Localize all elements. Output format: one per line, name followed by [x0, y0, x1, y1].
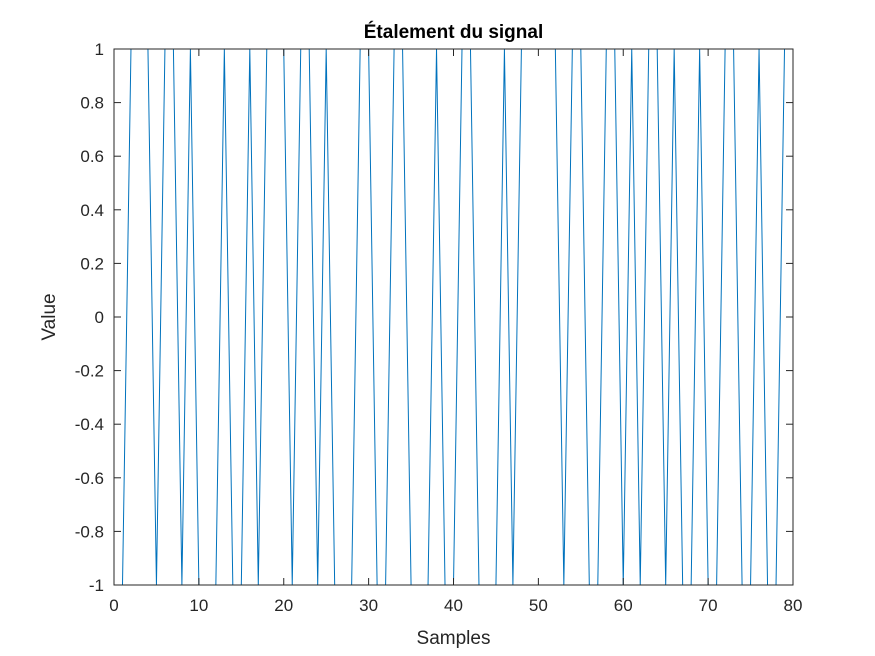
x-tick-label: 80	[784, 596, 803, 615]
y-tick-label: -0.8	[75, 522, 104, 541]
x-tick-label: 40	[444, 596, 463, 615]
y-tick-label: -1	[89, 576, 104, 595]
x-tick-label: 50	[529, 596, 548, 615]
y-tick-label: 0.8	[80, 94, 104, 113]
y-axis-label: Value	[39, 293, 60, 340]
x-axis-label: Samples	[417, 628, 491, 649]
y-tick-label: -0.4	[75, 415, 104, 434]
y-tick-label: -0.2	[75, 362, 104, 381]
x-tick-label: 30	[359, 596, 378, 615]
tick-layer: 0 10 20 30 40 50 60 70 80 -1 -0.8 -0.6 -0.4 -0.2 0 0.2 0…	[75, 40, 803, 615]
y-tick-label: 0.6	[80, 147, 104, 166]
y-tick-label: 0.4	[80, 201, 104, 220]
chart-title: Étalement du signal	[364, 21, 543, 43]
y-tick-label: 1	[95, 40, 104, 59]
plot-area-background	[114, 49, 793, 585]
y-tick-label: 0	[95, 308, 104, 327]
x-tick-label: 60	[614, 596, 633, 615]
y-tick-label: 0.2	[80, 254, 104, 273]
x-tick-label: 70	[699, 596, 718, 615]
x-tick-label: 10	[189, 596, 208, 615]
x-tick-label: 20	[274, 596, 293, 615]
x-tick-label: 0	[109, 596, 118, 615]
y-tick-label: -0.6	[75, 469, 104, 488]
